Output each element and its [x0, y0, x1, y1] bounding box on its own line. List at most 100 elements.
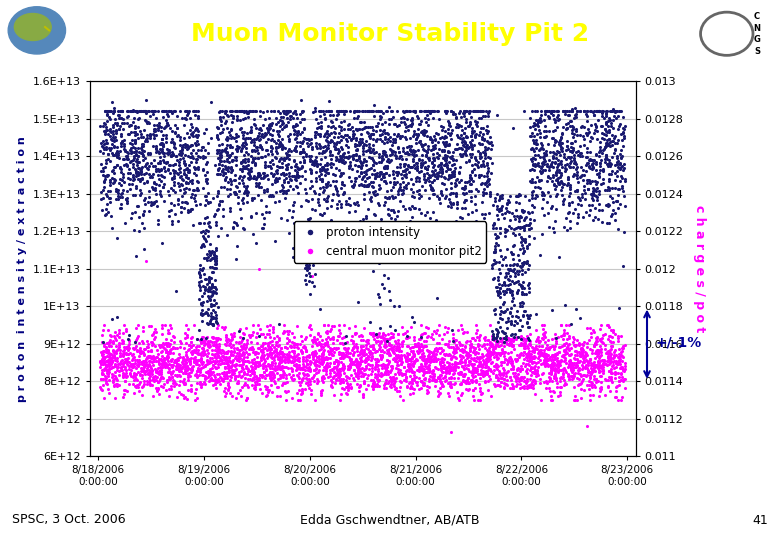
Point — [344, 107, 356, 116]
Point — [290, 138, 303, 147]
Point — [311, 118, 324, 127]
Point — [368, 373, 381, 382]
Point — [488, 229, 501, 238]
Point — [172, 131, 184, 139]
Point — [548, 180, 560, 188]
Point — [473, 173, 485, 181]
Point — [105, 157, 117, 165]
Point — [168, 379, 181, 387]
Point — [317, 321, 330, 330]
Point — [144, 372, 157, 381]
Point — [473, 330, 486, 339]
Point — [119, 363, 131, 372]
Point — [164, 349, 176, 357]
Point — [369, 348, 381, 356]
Point — [261, 124, 273, 132]
Point — [207, 253, 220, 262]
Point — [303, 230, 315, 239]
Point — [493, 342, 505, 350]
Point — [203, 284, 215, 292]
Point — [168, 143, 180, 152]
Point — [547, 107, 559, 116]
Point — [483, 139, 495, 147]
Point — [300, 271, 312, 280]
Point — [608, 107, 621, 116]
Point — [413, 345, 425, 354]
Point — [526, 381, 539, 390]
Point — [516, 206, 528, 215]
Point — [250, 347, 263, 356]
Point — [271, 352, 284, 361]
Point — [609, 382, 622, 391]
Point — [300, 355, 313, 364]
Point — [344, 162, 356, 171]
Point — [448, 362, 461, 370]
Point — [615, 369, 628, 377]
Point — [367, 382, 379, 391]
Point — [289, 144, 301, 153]
Point — [210, 246, 222, 254]
Point — [593, 173, 605, 182]
Point — [594, 138, 606, 146]
Point — [379, 379, 392, 388]
Point — [134, 367, 147, 376]
Point — [498, 333, 510, 342]
Point — [466, 129, 478, 137]
Point — [501, 340, 513, 349]
Point — [136, 140, 148, 149]
Point — [105, 136, 118, 144]
Point — [452, 123, 464, 131]
Point — [160, 346, 172, 354]
Point — [164, 340, 176, 349]
Point — [581, 364, 594, 373]
Point — [423, 350, 435, 359]
Point — [575, 172, 587, 180]
Point — [250, 134, 263, 143]
Point — [558, 194, 571, 203]
Point — [398, 162, 410, 171]
Point — [433, 167, 445, 176]
Point — [264, 353, 277, 362]
Point — [195, 146, 207, 154]
Point — [467, 369, 480, 377]
Point — [362, 339, 374, 348]
Point — [367, 329, 379, 338]
Point — [298, 371, 310, 380]
Point — [139, 200, 151, 208]
Point — [617, 129, 629, 138]
Point — [615, 163, 627, 171]
Point — [608, 112, 620, 120]
Point — [183, 354, 195, 363]
Point — [266, 134, 278, 143]
Point — [167, 379, 179, 388]
Point — [567, 170, 580, 179]
Point — [404, 205, 417, 213]
Point — [335, 390, 347, 399]
Point — [178, 379, 190, 388]
Point — [186, 152, 198, 161]
Point — [251, 357, 264, 366]
Point — [402, 179, 414, 187]
Point — [163, 342, 176, 350]
Point — [197, 297, 210, 306]
Point — [595, 111, 608, 120]
Point — [297, 107, 310, 116]
Point — [377, 359, 389, 368]
Point — [313, 366, 325, 374]
Point — [168, 159, 181, 168]
Point — [335, 117, 347, 126]
Point — [509, 381, 522, 390]
Point — [156, 172, 168, 181]
Point — [108, 107, 120, 116]
Point — [366, 107, 378, 116]
Point — [466, 375, 479, 384]
Point — [470, 364, 483, 373]
Point — [522, 314, 534, 322]
Point — [158, 361, 170, 369]
Point — [355, 168, 367, 177]
Point — [285, 365, 298, 374]
Point — [376, 279, 388, 288]
Point — [139, 154, 151, 163]
Point — [372, 119, 385, 128]
Point — [322, 333, 335, 341]
